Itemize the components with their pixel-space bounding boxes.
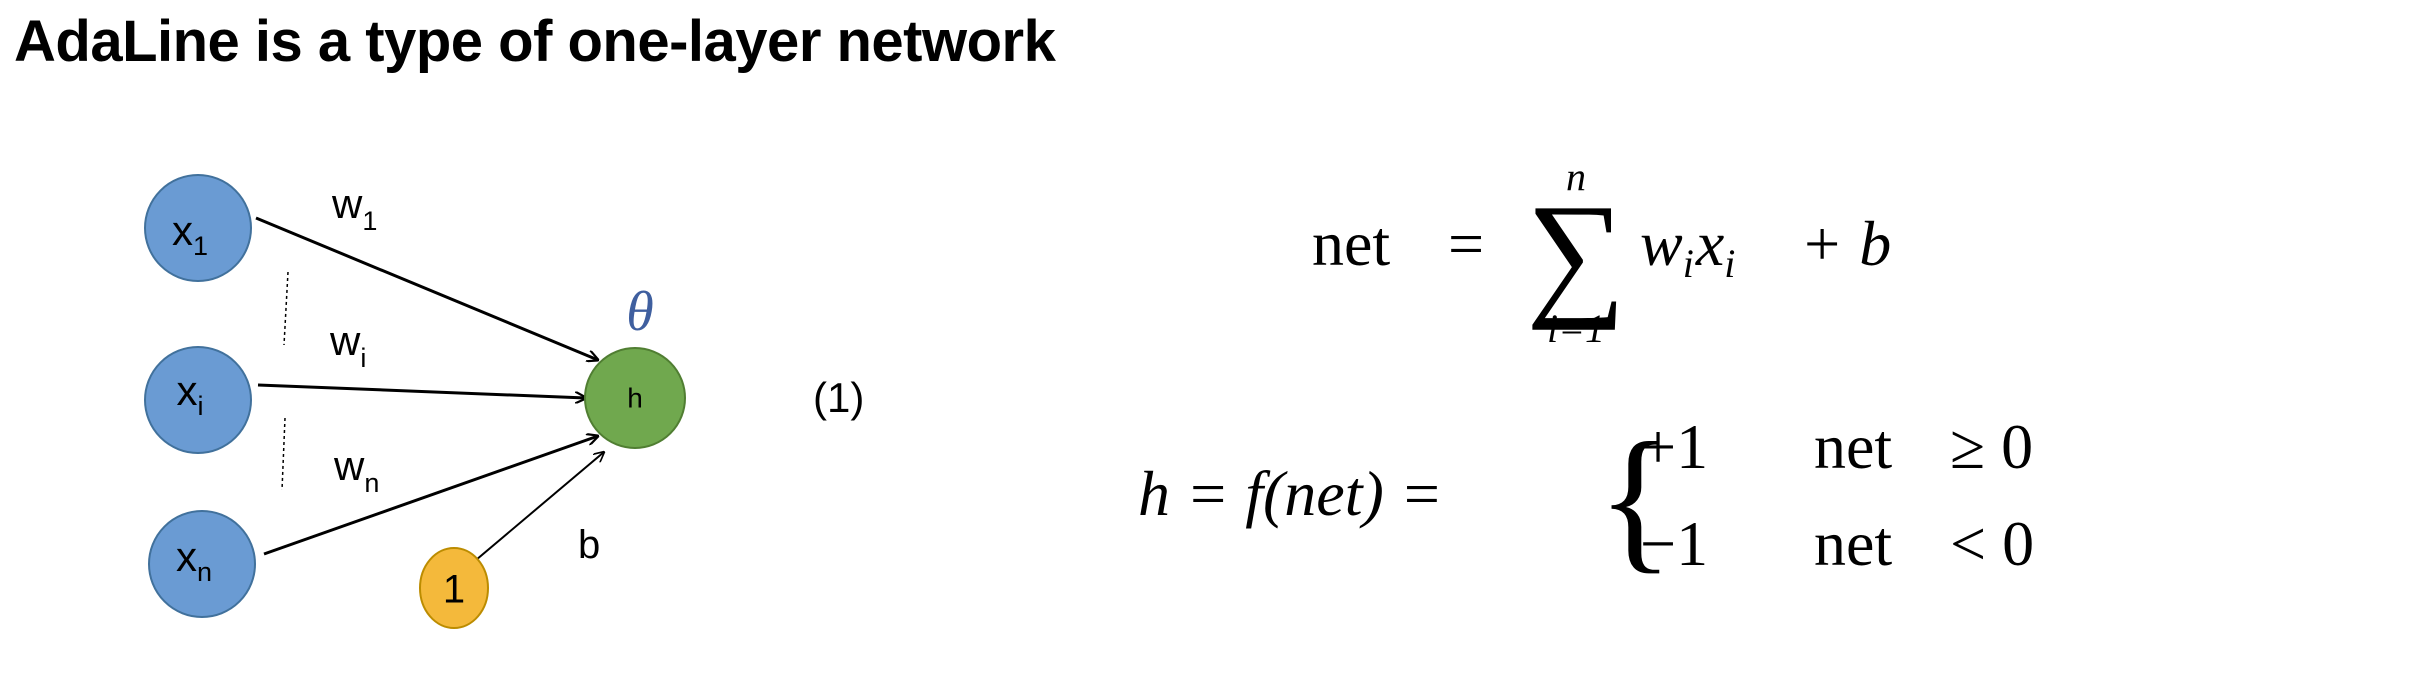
input-subscript: 1 xyxy=(193,231,208,261)
sum-upper-limit: n xyxy=(1566,154,1586,199)
formula-activation: h = f(net) = { +1 net ≥ 0 −1 net < 0 xyxy=(1138,409,2034,587)
formula-net: net = ∑ n i=1 wixi + b xyxy=(1312,154,1891,351)
svg-text:xi: xi xyxy=(177,367,204,421)
input-node-x1: x1 xyxy=(144,174,252,282)
input-label: x xyxy=(172,207,193,254)
edge-bias-h xyxy=(475,452,604,561)
sum-lower-limit: i=1 xyxy=(1547,306,1605,351)
plus-bias: + b xyxy=(1800,208,1891,279)
weight-label-w1: w1 xyxy=(331,180,377,236)
case1-net: net xyxy=(1814,411,1892,482)
equals-sign: = xyxy=(1448,208,1484,279)
case2-value: −1 xyxy=(1640,508,1708,579)
threshold-theta: θ xyxy=(626,281,654,343)
weight-label-wi: wi xyxy=(329,317,366,373)
bias-node: 1 xyxy=(419,547,489,629)
case2-condition: < 0 xyxy=(1950,508,2034,579)
net-word: net xyxy=(1312,208,1390,279)
svg-text:xn: xn xyxy=(176,533,212,587)
input-subscript: n xyxy=(197,557,212,587)
ellipsis-separator-upper xyxy=(283,271,289,346)
weight-symbol: w xyxy=(1640,208,1683,279)
output-label: h xyxy=(627,382,643,413)
input-node-xn: xn xyxy=(148,510,256,618)
input-subscript: i xyxy=(198,391,204,421)
piecewise-brace: { xyxy=(1597,409,1674,587)
case1-value: +1 xyxy=(1640,411,1708,482)
input-label: x xyxy=(177,367,198,414)
input-node-xi: xi xyxy=(144,346,252,454)
output-node-h: h xyxy=(584,347,686,449)
equation-number: (1) xyxy=(813,374,864,421)
svg-text:wixi: wixi xyxy=(1640,208,1735,286)
input-subscript: i xyxy=(1724,241,1735,286)
activation-lhs: h = f(net) = xyxy=(1138,458,1443,529)
edge-xn-h xyxy=(263,436,598,556)
weight-subscript: i xyxy=(1683,241,1694,286)
input-label: x xyxy=(176,533,197,580)
svg-text:x1: x1 xyxy=(172,207,208,261)
weight-label-wn: wn xyxy=(333,442,379,498)
edge-xi-h xyxy=(257,383,586,398)
input-symbol: x xyxy=(1695,208,1724,279)
edge-x1-h xyxy=(255,216,598,360)
page-title: AdaLine is a type of one-layer network xyxy=(14,9,1056,74)
bias-label: b xyxy=(578,523,600,567)
case2-net: net xyxy=(1814,508,1892,579)
bias-node-label: 1 xyxy=(443,568,465,612)
ellipsis-separator-lower xyxy=(281,417,286,491)
summation-symbol: ∑ xyxy=(1526,176,1626,331)
case1-condition: ≥ 0 xyxy=(1950,411,2033,482)
